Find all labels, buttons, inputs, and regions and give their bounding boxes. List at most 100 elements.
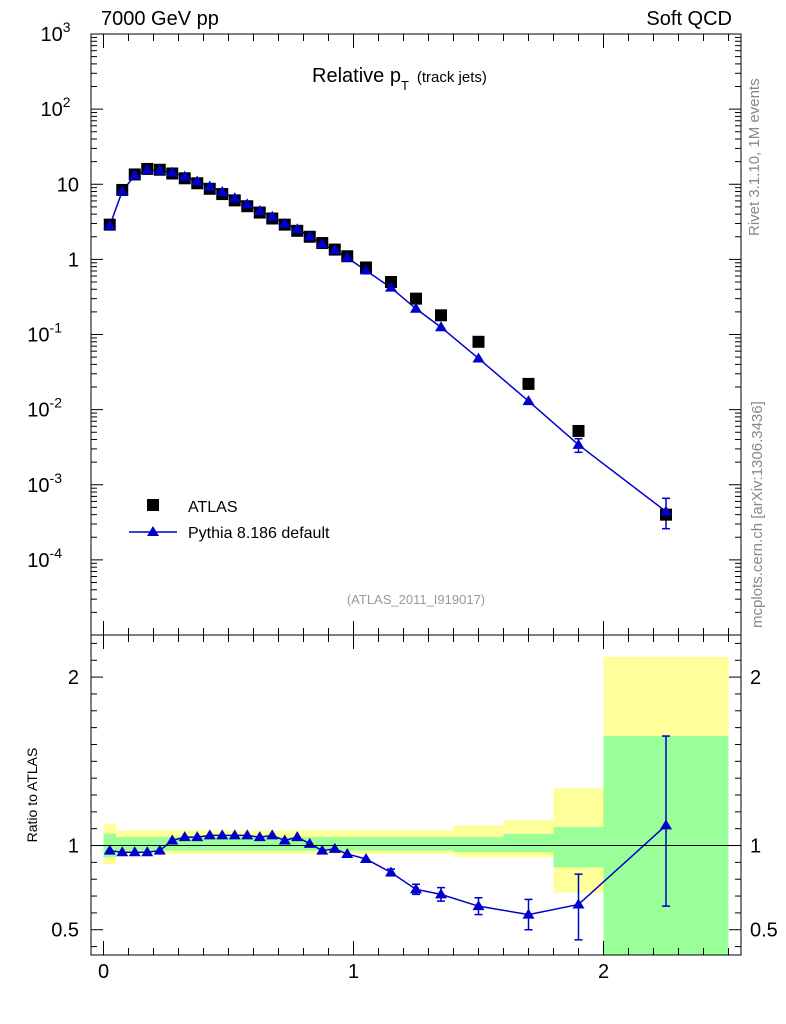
band-green-bin: [378, 837, 404, 851]
band-green-bin: [228, 837, 241, 851]
ratio-data-point: [128, 846, 141, 857]
mc-data-point: [266, 210, 279, 221]
band-green-bin: [116, 837, 129, 851]
ratio-data-point: [141, 846, 154, 857]
title-suffix: (track jets): [417, 69, 487, 86]
ratio-data-point: [203, 829, 216, 840]
band-green-bin: [141, 837, 154, 851]
mc-data-point: [253, 205, 266, 216]
ratio-data-point: [278, 834, 291, 845]
ratio-data-point: [660, 819, 672, 830]
ratio-data-point: [241, 829, 254, 840]
mc-data-point: [116, 185, 129, 196]
ratio-data-point: [103, 844, 116, 855]
ratio-data-point: [410, 883, 422, 894]
y-tick-label: 102: [40, 94, 70, 121]
mc-data-point: [660, 505, 672, 516]
mc-data-point: [410, 302, 422, 313]
title-subscript: T: [401, 78, 409, 93]
mc-data-point: [228, 192, 241, 203]
mc-data-point: [572, 438, 585, 449]
legend-marker-pythia: [147, 526, 159, 536]
y-tick-label: 1: [68, 249, 79, 271]
mc-data-point: [472, 352, 485, 363]
ratio-data-point: [341, 847, 354, 858]
ratio-y-tick-label-left: 1: [68, 836, 79, 858]
ratio-data-point: [266, 829, 279, 840]
rivet-version-label: Rivet 3.1.10, 1M events: [746, 78, 763, 236]
ratio-data-point: [153, 844, 166, 855]
ratio-data-point: [472, 900, 485, 911]
mc-data-point: [178, 170, 191, 181]
band-green-bin: [553, 827, 604, 868]
band-green-bin: [428, 837, 454, 851]
band-green-bin: [341, 837, 354, 851]
mc-data-point: [303, 230, 316, 241]
ratio-plot-frame: [90, 634, 742, 956]
atlas-data-point: [435, 309, 447, 322]
atlas-data-point: [522, 377, 535, 390]
band-green-bin: [216, 837, 229, 851]
y-tick-label: 10-1: [27, 320, 62, 347]
mc-data-point: [191, 175, 204, 186]
ratio-data-point: [228, 829, 241, 840]
legend-label-pythia: Pythia 8.186 default: [188, 525, 330, 542]
y-tick-label: 10-4: [27, 545, 62, 572]
chart-title: Relative pT (track jets): [312, 65, 487, 93]
ratio-data-point: [522, 908, 535, 919]
ratio-data-point: [291, 831, 304, 842]
mc-data-point: [128, 169, 141, 180]
ratio-data-point: [385, 866, 397, 877]
analysis-id: (ATLAS_2011_I919017): [347, 592, 485, 607]
atlas-data-point: [472, 335, 485, 348]
mc-data-point: [360, 264, 372, 275]
ratio-data-point: [360, 853, 372, 863]
ratio-data-point: [166, 834, 179, 845]
mc-data-point: [153, 164, 166, 175]
header-process-type: Soft QCD: [646, 8, 732, 30]
header-collision-energy: 7000 GeV pp: [101, 8, 219, 30]
mc-data-point: [166, 166, 179, 177]
band-green-bin: [353, 837, 379, 851]
mc-data-point: [291, 223, 304, 234]
band-green-bin: [266, 837, 279, 851]
x-tick-label: 1: [348, 961, 359, 983]
band-green-bin: [241, 837, 254, 851]
band-green-bin: [453, 837, 504, 853]
band-green-bin: [128, 837, 141, 851]
band-green-bin: [503, 833, 554, 853]
x-tick-label: 2: [598, 961, 609, 983]
ratio-data-point: [216, 829, 229, 840]
y-tick-label: 10: [57, 174, 79, 196]
mc-data-point: [241, 198, 254, 209]
ratio-data-point: [572, 898, 585, 909]
ratio-data-point: [178, 831, 191, 842]
ratio-y-tick-label-right: 0.5: [750, 920, 778, 942]
ratio-data-point: [191, 831, 204, 842]
mc-data-point: [522, 395, 535, 406]
band-green-bin: [316, 837, 329, 851]
legend-label-atlas: ATLAS: [188, 499, 238, 516]
legend-marker-atlas: [147, 499, 159, 511]
axis-labels: 10-4 10-3 10-2 1 10 102 103 10-1 0.5 0.5 1 1 2 2 0 1 2: [27, 19, 778, 983]
y-tick-label: 103: [40, 19, 70, 46]
ratio-y-tick-label-left: 0.5: [51, 920, 79, 942]
ratio-data-point: [116, 846, 129, 857]
mc-data-point: [435, 321, 447, 332]
atlas-data-point: [572, 424, 585, 437]
mc-data-point: [341, 251, 354, 262]
data-series: [103, 162, 672, 941]
mcplots-reference-label: mcplots.cern.ch [arXiv:1306.3436]: [749, 401, 766, 628]
legend: ATLAS Pythia 8.186 default: [129, 499, 330, 542]
x-tick-label: 0: [98, 961, 109, 983]
ratio-y-axis-label: Ratio to ATLAS: [24, 748, 40, 843]
y-tick-label: 10-3: [27, 470, 62, 497]
mc-data-point: [328, 244, 341, 255]
mc-data-point: [216, 185, 229, 196]
band-green-bin: [403, 837, 429, 851]
mc-data-point: [203, 180, 216, 191]
ratio-y-tick-label-right: 1: [750, 836, 761, 858]
ratio-data-point: [435, 888, 447, 899]
y-tick-label: 10-2: [27, 395, 62, 422]
mc-line: [109, 169, 667, 513]
